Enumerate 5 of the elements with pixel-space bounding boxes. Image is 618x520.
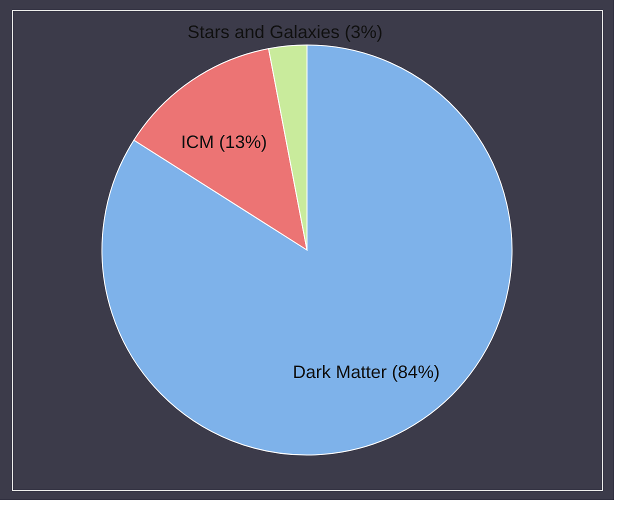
slice-label: Dark Matter (84%) <box>292 362 440 382</box>
slice-label: Stars and Galaxies (3%) <box>188 22 383 42</box>
slice-label: ICM (13%) <box>181 132 268 152</box>
pie-slice <box>102 44 512 456</box>
pie-slice <box>133 48 308 250</box>
